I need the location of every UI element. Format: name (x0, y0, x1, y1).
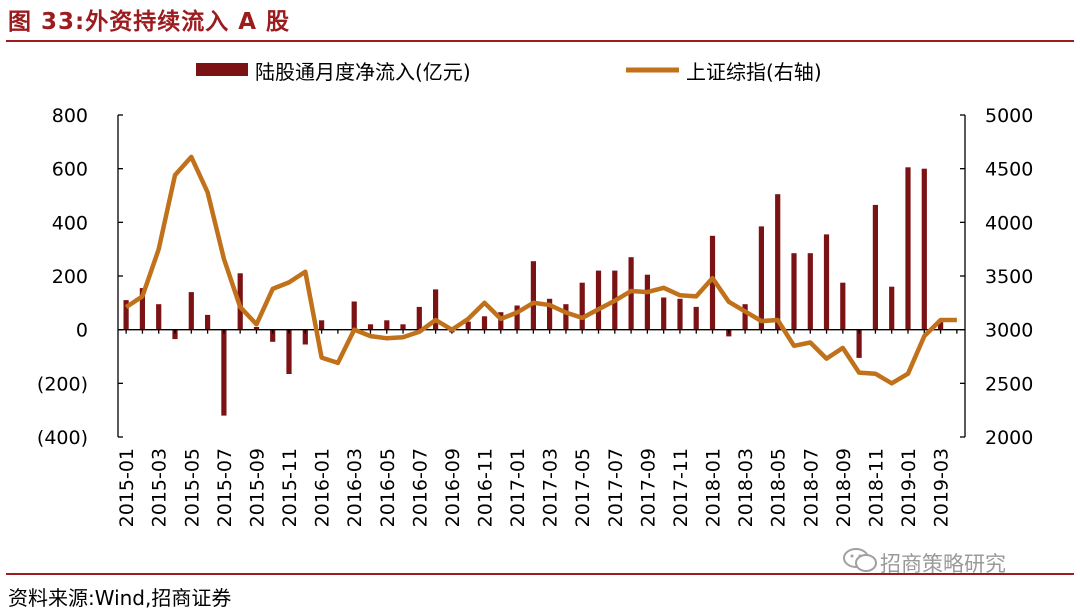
right-tick-label: 2500 (985, 373, 1033, 395)
left-tick-label: 600 (52, 159, 88, 181)
bar-2016-03 (351, 301, 357, 330)
bar-2015-12 (302, 329, 308, 345)
x-tick-label: 2017-11 (670, 448, 692, 527)
bar-2017-01 (514, 305, 520, 330)
bar-2017-05 (579, 282, 585, 330)
bar-2018-09 (840, 282, 846, 330)
bar-2015-01 (123, 300, 129, 330)
x-tick-label: 2015-07 (214, 448, 236, 527)
watermark: 招商策略研究 (880, 552, 1006, 576)
bar-2015-03 (156, 304, 162, 330)
x-tick-label: 2016-09 (442, 448, 464, 527)
bar-2015-09 (253, 327, 260, 330)
x-tick-label: 2017-05 (572, 448, 594, 527)
left-tick-label: 200 (52, 266, 88, 288)
line-series-shanghai-composite (124, 154, 957, 386)
footer-rule (6, 573, 1074, 575)
x-tick-label: 2015-03 (149, 448, 171, 527)
bar-2018-10 (856, 329, 862, 358)
bar-2016-10 (465, 321, 471, 330)
bar-series (123, 167, 944, 416)
bar-2016-08 (433, 289, 439, 330)
bar-2017-06 (595, 270, 602, 330)
bar-2015-05 (188, 292, 194, 330)
left-tick-label: 0 (76, 320, 88, 342)
bar-2015-04 (172, 329, 178, 340)
bar-2016-04 (367, 324, 374, 330)
bar-2017-03 (547, 298, 553, 330)
bar-2017-04 (563, 304, 569, 330)
x-tick-label: 2017-01 (507, 448, 529, 527)
wechat-icon (843, 548, 877, 572)
bar-2019-03 (938, 321, 944, 330)
x-tick-label: 2016-07 (409, 448, 431, 527)
figure-title: 图 33:外资持续流入 A 股 (8, 9, 291, 35)
bar-2016-07 (416, 306, 422, 330)
bar-2015-11 (286, 329, 292, 374)
legend-bar-swatch (196, 63, 248, 76)
x-tick-label: 2018-05 (768, 448, 790, 527)
legend-line-label: 上证综指(右轴) (686, 60, 822, 84)
bar-2018-03 (742, 304, 748, 330)
x-tick-label: 2018-07 (800, 448, 822, 527)
left-tick-label: (400) (37, 427, 88, 449)
right-tick-label: 2000 (985, 427, 1033, 449)
bar-2016-01 (319, 320, 325, 330)
right-tick-label: 3000 (985, 320, 1033, 342)
bar-2015-02 (139, 288, 145, 330)
bar-2016-11 (481, 316, 488, 330)
x-tick-label: 2016-01 (312, 448, 334, 527)
bar-2018-07 (807, 253, 813, 330)
bar-2018-08 (823, 234, 830, 330)
x-tick-label: 2019-01 (898, 448, 920, 527)
x-tick-label: 2016-03 (344, 448, 366, 527)
x-tick-label: 2018-01 (703, 448, 725, 527)
right-tick-label: 4500 (985, 159, 1033, 181)
left-tick-label: (200) (37, 373, 88, 395)
title-rule (6, 40, 1074, 42)
x-tick-label: 2018-03 (735, 448, 757, 527)
x-tick-label: 2017-09 (637, 448, 659, 527)
x-tick-label: 2018-09 (833, 448, 855, 527)
bar-2018-12 (889, 286, 895, 330)
x-tick-label: 2015-01 (116, 448, 138, 527)
right-tick-label: 4000 (985, 212, 1033, 234)
bar-2018-11 (872, 204, 878, 330)
bar-2019-01 (905, 167, 911, 330)
bar-2015-06 (205, 314, 211, 330)
x-tick-label: 2019-03 (931, 448, 953, 527)
x-tick-label: 2015-05 (181, 448, 203, 527)
axes: 8006004002000(200)(400)50004500400035003… (37, 105, 1033, 527)
bar-2017-12 (693, 306, 699, 330)
bar-2018-04 (758, 226, 764, 330)
x-tick-label: 2016-05 (377, 448, 399, 527)
legend-bar-label: 陆股通月度净流入(亿元) (255, 60, 471, 84)
bar-2018-01 (709, 235, 716, 330)
left-tick-label: 800 (52, 105, 88, 127)
source-note: 资料来源:Wind,招商证券 (8, 586, 232, 610)
bar-2015-07 (221, 329, 227, 416)
bar-2018-05 (775, 194, 781, 330)
bar-2019-02 (921, 168, 927, 330)
x-tick-label: 2015-09 (246, 448, 268, 527)
bar-2016-06 (400, 324, 406, 330)
bar-2016-05 (384, 320, 390, 330)
bar-2017-09 (644, 274, 650, 330)
x-tick-label: 2017-03 (540, 448, 562, 527)
right-tick-label: 3500 (985, 266, 1033, 288)
left-tick-label: 400 (52, 212, 88, 234)
right-tick-label: 5000 (985, 105, 1033, 127)
bar-2015-10 (270, 329, 276, 342)
x-tick-label: 2017-07 (605, 448, 627, 527)
bar-2017-02 (530, 261, 536, 330)
x-tick-label: 2016-11 (474, 448, 496, 527)
bar-2018-06 (791, 253, 797, 330)
bar-2017-11 (677, 298, 683, 330)
x-tick-label: 2018-11 (865, 448, 887, 527)
x-tick-label: 2015-11 (279, 448, 301, 527)
bar-2017-10 (661, 297, 667, 330)
legend: 陆股通月度净流入(亿元) 上证综指(右轴) (196, 60, 822, 84)
